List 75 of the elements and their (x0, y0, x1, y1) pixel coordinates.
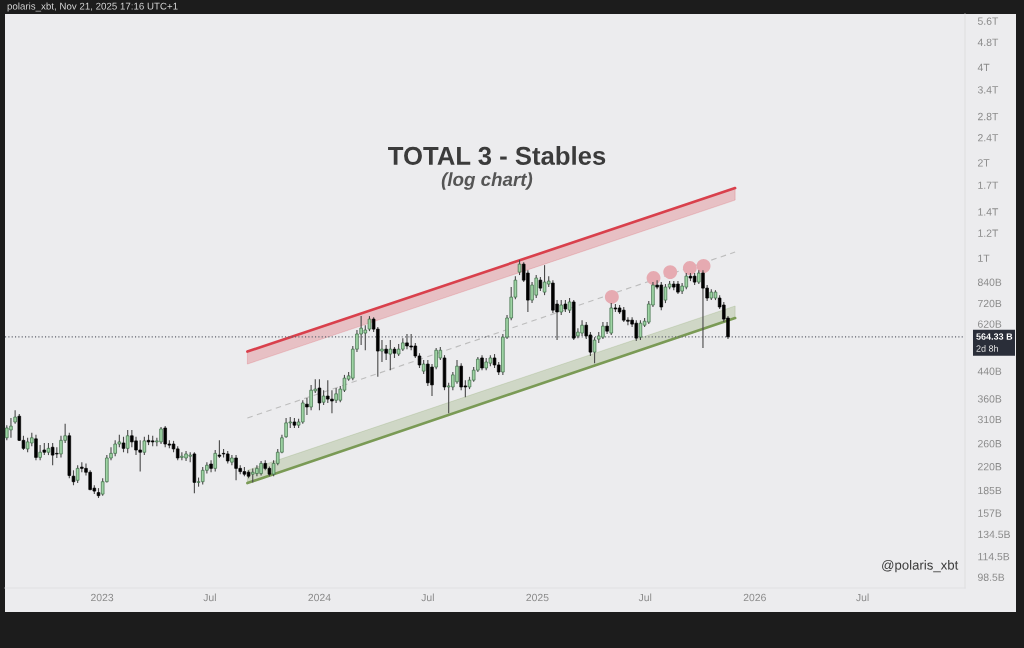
text: 2d 8h (976, 345, 999, 352)
candlestick (430, 363, 434, 397)
y-tick-label: 260B (978, 440, 1002, 448)
x-tick-label: 2026 (743, 593, 766, 602)
y-tick-label: 4T (977, 63, 990, 72)
candlestick (663, 283, 668, 304)
y-tick-label: 4.8T (977, 38, 999, 47)
text: TOTAL 3 - Stables (388, 146, 606, 166)
candlestick (384, 344, 388, 361)
annotation: @polaris_xbt (882, 560, 959, 573)
y-tick-label: 114.5B (978, 552, 1010, 561)
x-tick-label: Jul (203, 593, 216, 602)
candlestick (330, 389, 334, 414)
candlestick (542, 264, 547, 296)
candlestick (530, 281, 534, 304)
candlestick (9, 417, 13, 439)
candlestick (213, 449, 217, 473)
candlestick (138, 439, 142, 473)
candlestick (638, 319, 643, 341)
candlestick (38, 444, 42, 461)
x-tick-label: 2025 (526, 593, 549, 602)
y-tick-label: 1.4T (978, 208, 999, 216)
text: (log chart) (441, 172, 533, 190)
candlestick (459, 362, 463, 391)
candlestick (305, 397, 309, 416)
candlestick (301, 399, 305, 425)
y-tick-label: 840B (977, 278, 1002, 286)
y-tick-label: 134.5B (978, 530, 1010, 539)
point (696, 259, 711, 273)
y-tick-label: 5.6T (977, 17, 999, 25)
candlestick (380, 339, 384, 363)
point (604, 290, 619, 304)
candlestick (180, 451, 184, 461)
candlestick (50, 442, 55, 466)
y-tick-label: 2T (978, 159, 990, 167)
y-tick-label: 185B (978, 486, 1002, 495)
y-tick-label: 1.2T (978, 229, 999, 237)
candlestick (309, 384, 313, 411)
candlestick (234, 454, 238, 481)
x-tick-label: 2023 (91, 593, 114, 602)
y-tick-label: 440B (977, 367, 1002, 375)
candlestick (163, 425, 167, 448)
candlestick (405, 333, 409, 350)
candlestick (659, 281, 663, 311)
y-tick-label: 2.8T (978, 112, 999, 121)
y-tick-label: 2.4T (978, 134, 999, 142)
text: polaris_xbt, Nov 21, 2025 17:16 UTC+1 (7, 2, 178, 12)
candlestick (34, 434, 38, 461)
ref-line-label: 564.33 B (976, 333, 1013, 340)
candlestick (209, 459, 213, 473)
y-tick-label: 3.4T (977, 86, 999, 94)
y-tick-label: 98.5B (977, 573, 1005, 581)
x-tick-label: Jul (421, 593, 434, 602)
point (663, 265, 678, 280)
y-tick-label: 157B (978, 509, 1002, 517)
y-tick-label: 360B (977, 395, 1002, 403)
y-tick-label: 220B (978, 462, 1002, 471)
candlestick (134, 436, 138, 456)
x-tick-label: Jul (856, 593, 869, 602)
y-tick-label: 1.7T (978, 181, 999, 189)
candlestick (634, 319, 638, 342)
candlestick (455, 359, 459, 385)
y-tick-label: 720B (978, 299, 1002, 308)
point (682, 261, 697, 276)
candlestick (701, 269, 705, 349)
y-tick-label: 620B (978, 320, 1002, 328)
candlestick (534, 274, 538, 299)
x-tick-label: Jul (638, 593, 652, 602)
y-tick-label: 1T (978, 254, 990, 262)
candlestick (317, 378, 322, 411)
candlestick (592, 336, 597, 364)
candlestick (125, 429, 130, 454)
x-tick-label: 2024 (308, 593, 331, 602)
candlestick (388, 339, 393, 371)
y-tick-label: 310B (977, 415, 1002, 424)
